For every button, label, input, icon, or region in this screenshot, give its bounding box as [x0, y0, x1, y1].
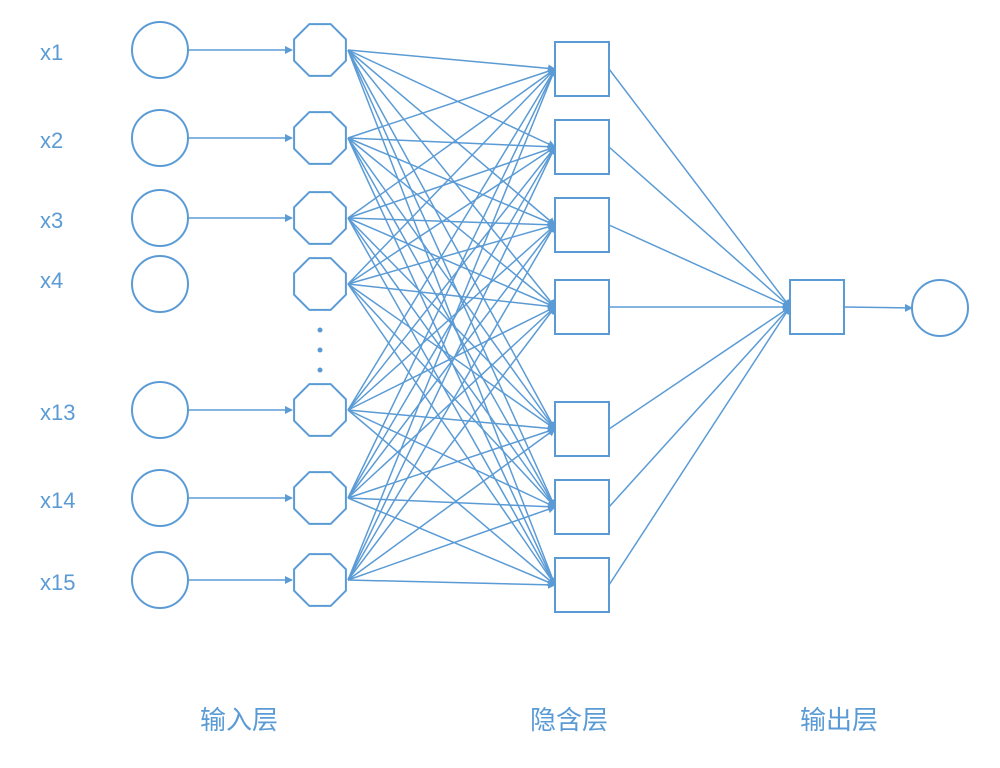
hidden-square-2: [555, 198, 609, 252]
hidden-square-4: [555, 402, 609, 456]
ellipsis-dot: [318, 348, 323, 353]
input-label-0: x1: [40, 40, 63, 66]
input-label-3: x4: [40, 268, 63, 294]
hidden-square-0: [555, 42, 609, 96]
output-square: [790, 280, 844, 334]
hidden-square-1: [555, 120, 609, 174]
ellipsis-dot: [318, 368, 323, 373]
input-octagon-3: [294, 258, 346, 310]
input-circle-0: [132, 22, 188, 78]
input-label-6: x15: [40, 570, 75, 596]
input-octagon-2: [294, 192, 346, 244]
hidden-square-3: [555, 280, 609, 334]
hidden-square-6: [555, 558, 609, 612]
input-circle-5: [132, 470, 188, 526]
neural-network-diagram: [0, 0, 1000, 768]
input-label-5: x14: [40, 488, 75, 514]
input-circle-4: [132, 382, 188, 438]
input-label-4: x13: [40, 400, 75, 426]
input-circle-2: [132, 190, 188, 246]
input-circle-6: [132, 552, 188, 608]
nodes-group: [132, 22, 968, 612]
input-octagon-4: [294, 384, 346, 436]
input-octagon-0: [294, 24, 346, 76]
input-circle-3: [132, 256, 188, 312]
layer-label-output: 输出层: [800, 700, 878, 737]
layer-label-hidden: 隐含层: [530, 700, 608, 737]
input-label-2: x3: [40, 208, 63, 234]
ellipsis-dot: [318, 328, 323, 333]
input-circle-1: [132, 110, 188, 166]
layer-label-input: 输入层: [200, 700, 278, 737]
input-octagon-6: [294, 554, 346, 606]
input-octagon-5: [294, 472, 346, 524]
output-circle: [912, 280, 968, 336]
input-octagon-1: [294, 112, 346, 164]
input-label-1: x2: [40, 128, 63, 154]
hidden-square-5: [555, 480, 609, 534]
